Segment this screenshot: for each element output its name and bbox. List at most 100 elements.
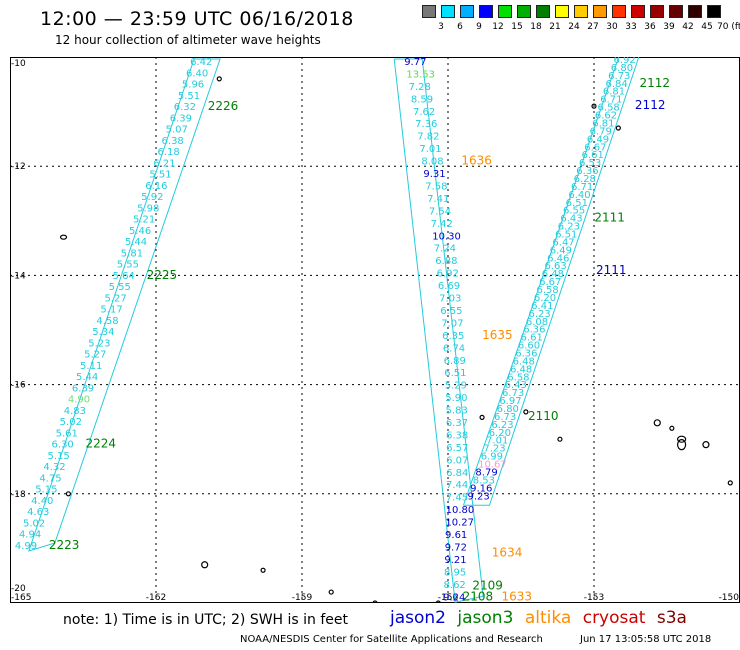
island-outline (676, 435, 687, 443)
swh-value: 7.58 (425, 181, 447, 192)
island-outline (676, 439, 687, 451)
swh-value: 6.36 (523, 325, 545, 336)
swh-value: 7.07 (441, 318, 463, 329)
island-outline (201, 561, 209, 569)
scale-label: 33 (625, 22, 637, 32)
swh-value: 6.88 (435, 256, 457, 267)
swh-value: 8.08 (421, 157, 443, 168)
island-outline (479, 414, 485, 420)
swath-outline (462, 57, 640, 506)
y-tick-label: -18 (11, 490, 26, 500)
footer-timestamp: Jun 17 13:05:58 UTC 2018 (580, 634, 712, 645)
swh-value: 5.21 (133, 215, 155, 226)
x-tick-label: -156 (438, 593, 459, 603)
scale-swatch (574, 5, 588, 18)
swh-value: 5.61 (56, 428, 78, 439)
island-outline (59, 234, 68, 240)
swh-value: 6.81 (592, 118, 614, 129)
swh-value: 6.21 (153, 158, 175, 169)
swh-value: 6.08 (526, 317, 548, 328)
swh-value: 6.57 (446, 443, 468, 454)
swh-value: 5.96 (182, 80, 204, 91)
pass-time-label: 1633 (502, 589, 533, 603)
swh-value: 4.94 (19, 530, 41, 541)
island-outline (653, 419, 661, 427)
swh-value: 5.02 (60, 417, 82, 428)
swh-value: 6.80 (611, 63, 633, 74)
swh-value: 5.55 (117, 260, 139, 271)
pass-time-label: 1634 (492, 546, 523, 560)
swh-value: 9.77 (404, 57, 426, 68)
y-tick-label: -16 (11, 381, 26, 391)
swh-value: 4.63 (27, 507, 49, 518)
swh-value: 6.49 (550, 245, 572, 256)
swh-value: 5.55 (109, 282, 131, 293)
swh-value: 6.55 (440, 306, 462, 317)
swh-value: 5.51 (149, 170, 171, 181)
swh-value: 6.38 (446, 430, 468, 441)
island-outline (260, 567, 266, 573)
swh-value: 5.90 (445, 393, 467, 404)
swh-value: 8.62 (444, 580, 466, 591)
swh-value: 6.40 (568, 190, 590, 201)
pass-time-label: 2111 (596, 263, 627, 277)
x-tick-label: -162 (146, 593, 166, 603)
scale-swatch (631, 5, 645, 18)
swh-value: 8.53 (473, 475, 495, 486)
scale-swatch (669, 5, 683, 18)
swh-value: 5.92 (141, 192, 163, 203)
swh-value: 7.42 (431, 219, 453, 230)
swh-value: 7.03 (439, 294, 461, 305)
swh-value: 6.67 (584, 142, 606, 153)
swh-value: 7.28 (409, 82, 431, 93)
scale-label: 27 (587, 22, 599, 32)
swh-value: 6.80 (497, 404, 519, 415)
swh-value: 5.29 (445, 381, 467, 392)
scale-label: 18 (530, 22, 542, 32)
pass-time-label: 2225 (147, 268, 178, 282)
x-tick-label: -159 (292, 593, 313, 603)
swh-value: 6.61 (582, 150, 604, 161)
swh-value: 5.07 (166, 125, 188, 136)
pass-time-label: 2112 (635, 98, 666, 112)
pass-time-label: 2112 (640, 76, 671, 90)
scale-swatch (441, 5, 455, 18)
swh-value: 6.43 (560, 214, 582, 225)
scale-swatch (517, 5, 531, 18)
scale-label: 6 (457, 22, 463, 32)
scale-swatch (422, 5, 436, 18)
pass-time-label: 2109 (472, 578, 503, 592)
swh-value: 9.23 (467, 491, 489, 502)
swh-value: 6.81 (603, 87, 625, 98)
swh-value: 6.20 (489, 428, 511, 439)
legend-altika: altika (524, 608, 572, 628)
altimeter-map: -165 -162 -159 -156 -153 -150 -10 -12 -14 -16 -18 -… (10, 57, 740, 603)
map-frame (10, 57, 740, 603)
swh-value: 6.07 (446, 455, 468, 466)
swh-value: 5.15 (35, 485, 57, 496)
x-tick-label: -150 (719, 593, 740, 603)
swh-value: 7.62 (413, 107, 435, 118)
swh-value: 6.61 (521, 333, 543, 344)
scale-label: 24 (568, 22, 580, 32)
scale-label: 70 (ft) (717, 22, 740, 32)
scale-label: 36 (644, 22, 656, 32)
swh-value: 7.01 (486, 436, 508, 447)
swh-value: 6.53 (579, 158, 601, 169)
swh-value: 6.92 (613, 57, 635, 66)
scale-label: 12 (492, 22, 504, 32)
pass-time-label: 2111 (594, 211, 625, 225)
units-note: note: 1) Time is in UTC; 2) SWH is in fe… (63, 612, 349, 628)
swh-value: 10.27 (445, 518, 474, 529)
swh-value: 6.73 (608, 71, 630, 82)
island-outline (65, 491, 72, 497)
swh-value: 5.23 (88, 338, 110, 349)
island-outline (523, 409, 529, 415)
scale-label: 39 (663, 22, 675, 32)
swh-value: 6.23 (558, 222, 580, 233)
swh-value: 6.36 (515, 348, 537, 359)
island-outline (435, 600, 441, 603)
swh-value: 6.69 (438, 281, 460, 292)
island-outline (702, 441, 710, 449)
swh-value: 6.60 (518, 341, 540, 352)
